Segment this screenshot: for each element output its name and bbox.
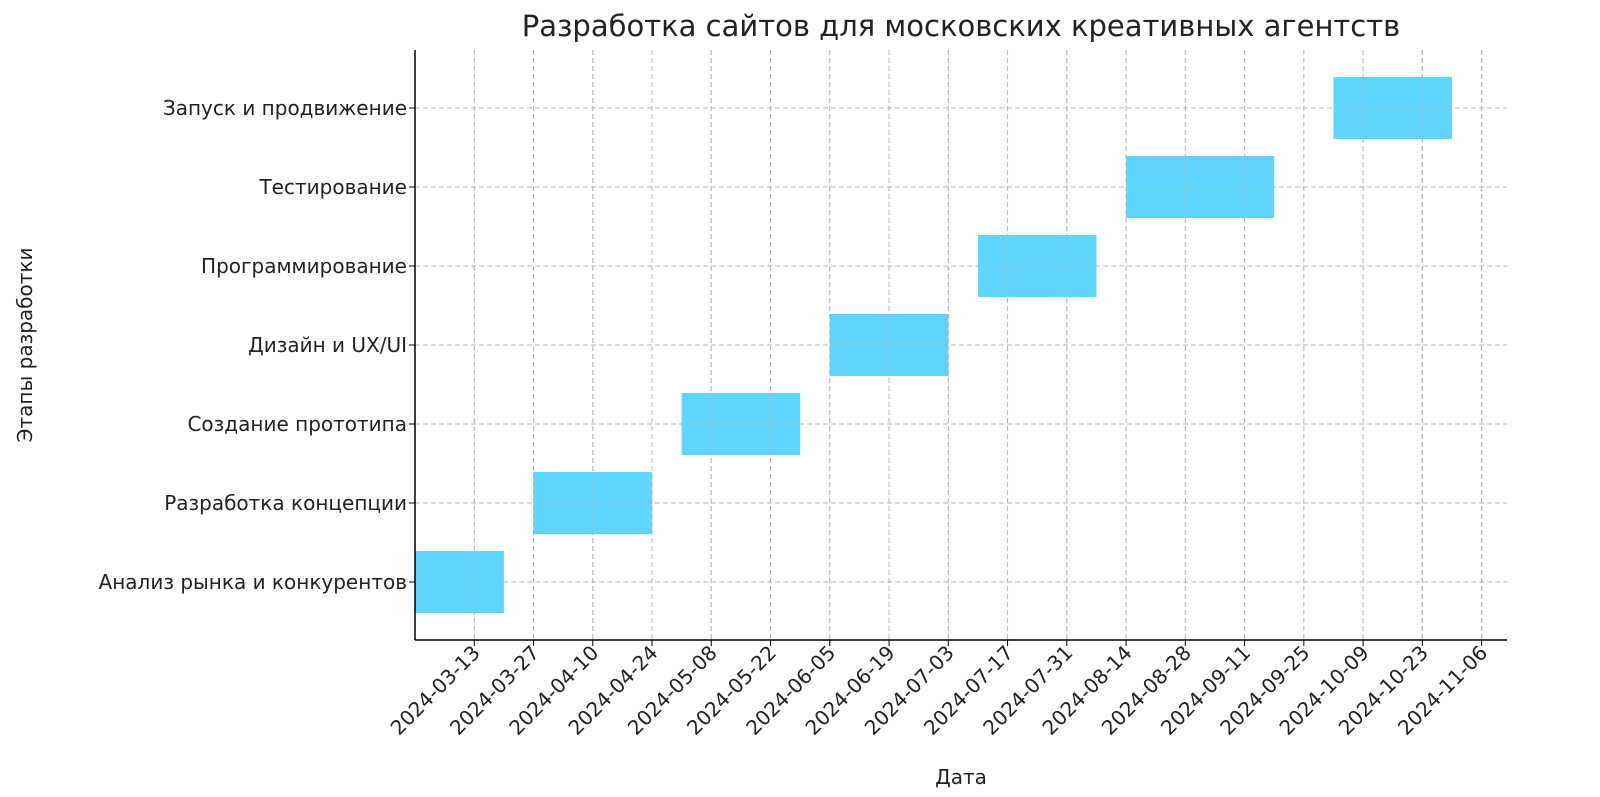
y-tick-label: Программирование — [201, 254, 407, 278]
y-tick-label: Анализ рынка и конкурентов — [99, 570, 407, 594]
axes — [409, 50, 1507, 646]
y-tick-label: Запуск и продвижение — [163, 96, 407, 120]
y-tick-labels: Анализ рынка и конкурентов Разработка кон… — [99, 96, 407, 594]
y-axis-label: Этапы разработки — [13, 248, 37, 443]
y-tick-label: Дизайн и UX/UI — [248, 333, 407, 357]
grid-overlay — [415, 50, 1507, 640]
y-tick-label: Разработка концепции — [164, 491, 407, 515]
x-axis-label: Дата — [935, 765, 987, 789]
task-bar — [977, 235, 1097, 297]
x-tick-labels: 2024-03-132024-03-272024-04-102024-04-24… — [386, 641, 1493, 740]
chart-title: Разработка сайтов для московских креатив… — [522, 9, 1400, 43]
y-tick-label: Создание прототипа — [187, 412, 407, 436]
y-tick-label: Тестирование — [258, 175, 407, 199]
task-bar — [681, 393, 801, 455]
